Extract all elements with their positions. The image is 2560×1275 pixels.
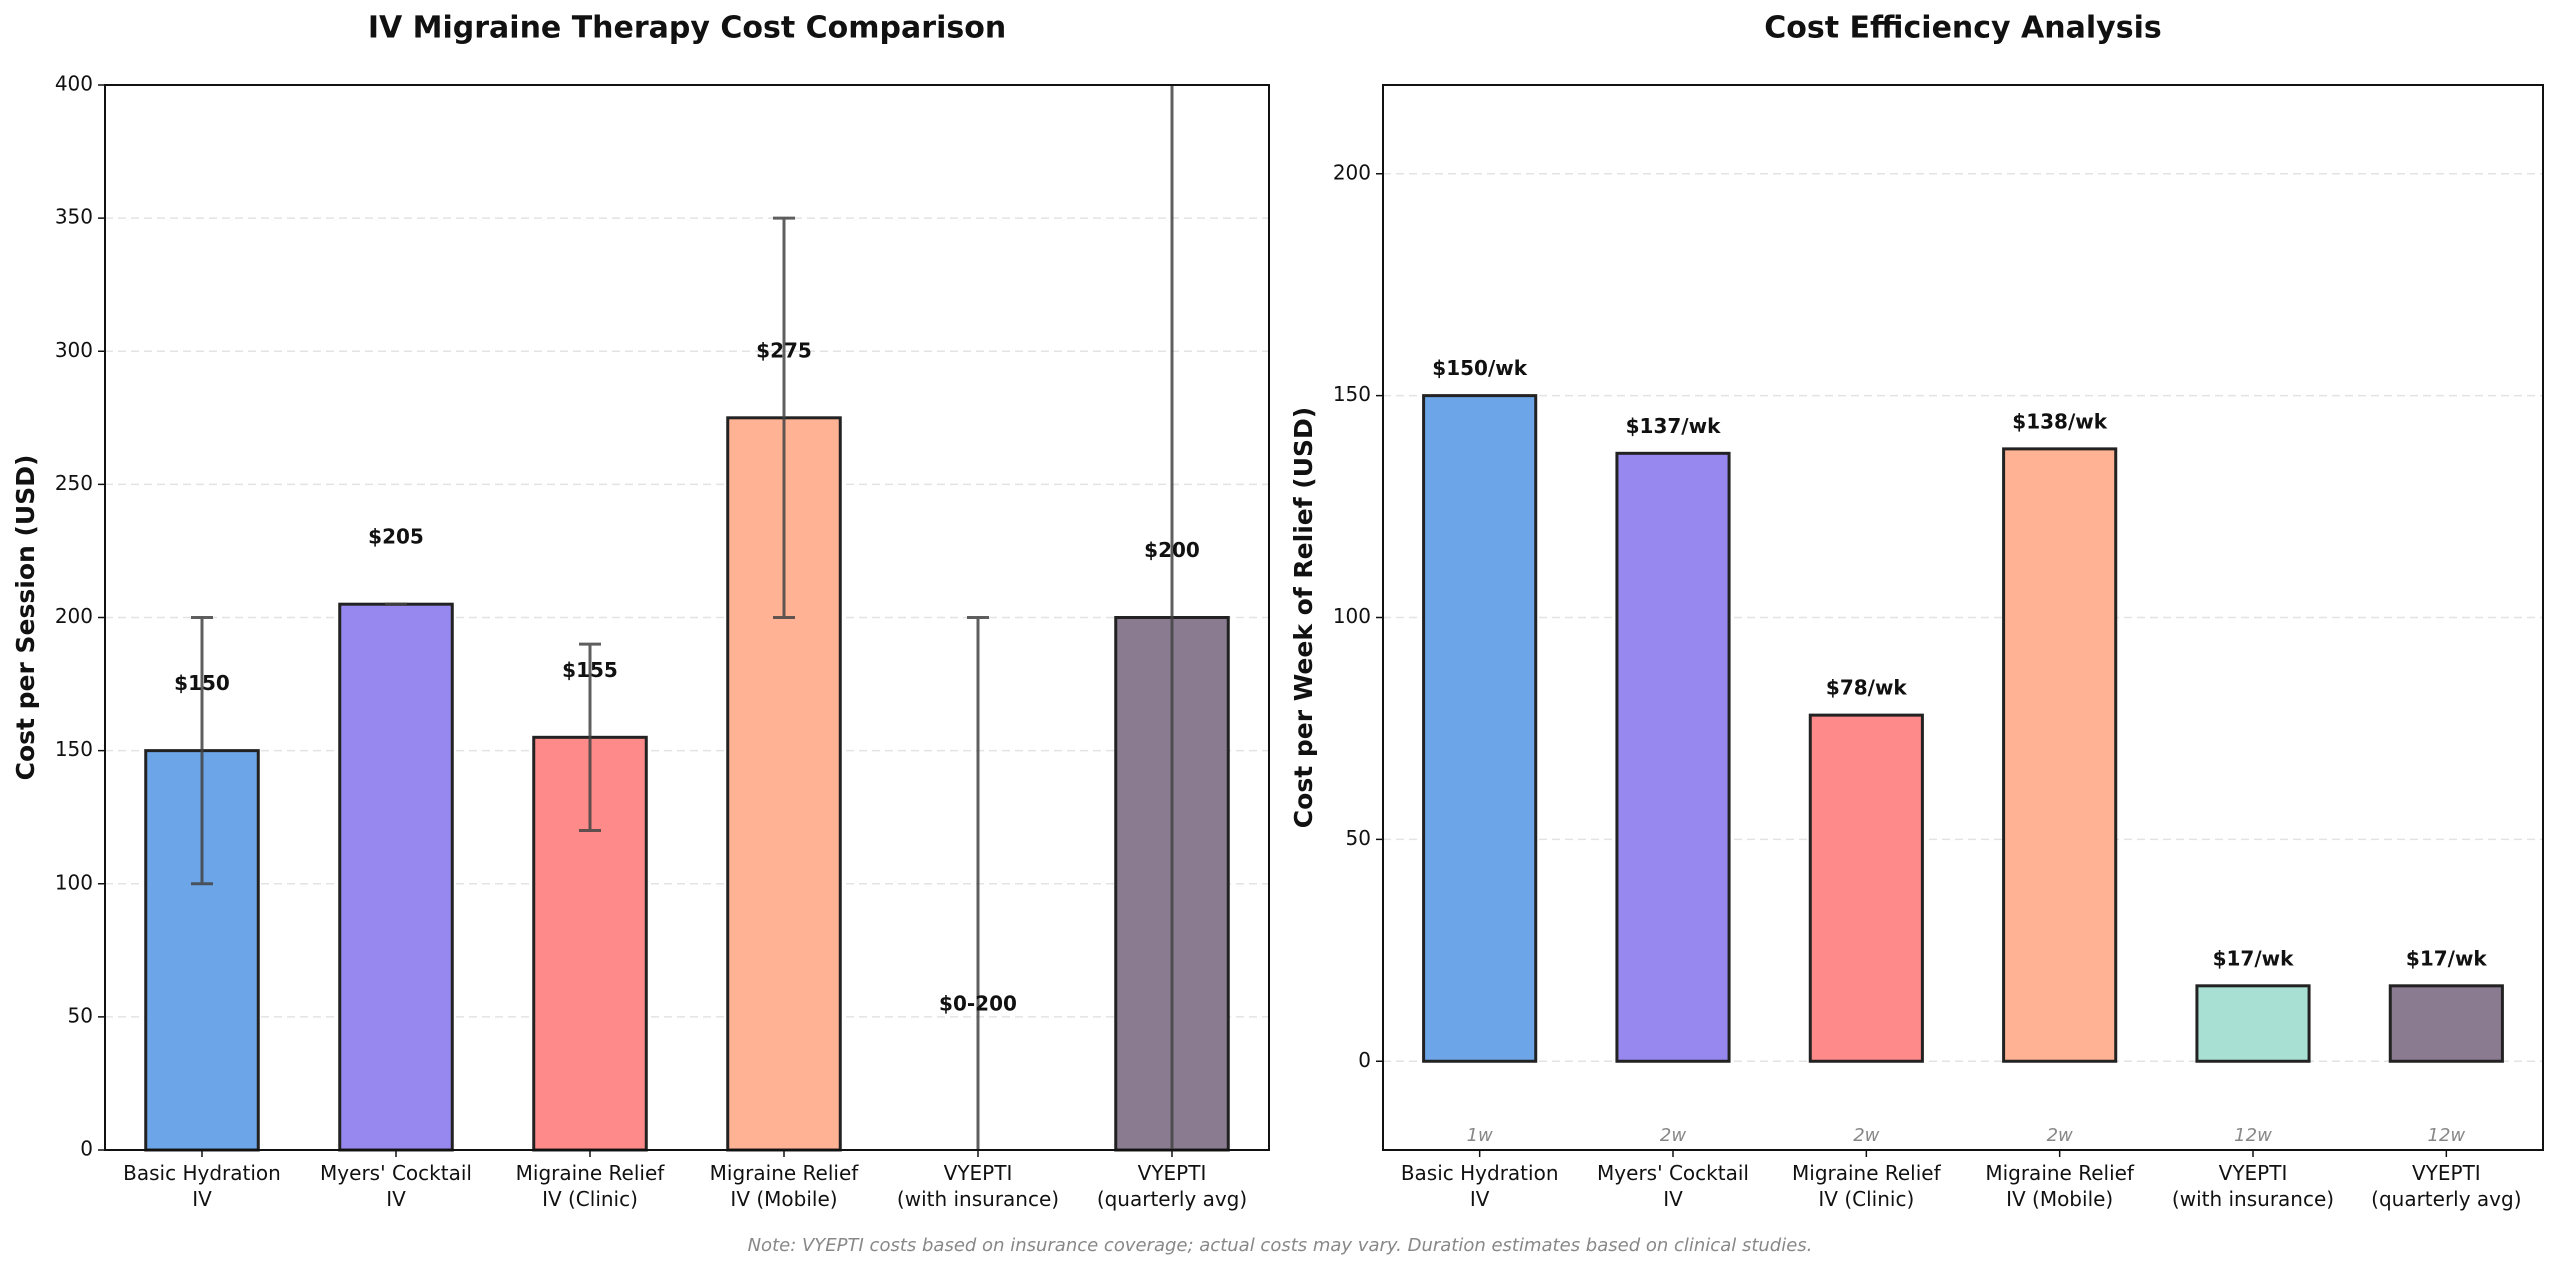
value-label: $78/wk: [1826, 676, 1908, 700]
y-tick-label: 50: [68, 1003, 93, 1027]
x-tick-label: Migraine Relief IV (Clinic): [516, 1161, 666, 1211]
y-tick-label: 250: [55, 471, 93, 495]
x-tick-label: VYEPTI (quarterly avg): [1097, 1161, 1247, 1211]
y-tick-label: 50: [1346, 826, 1371, 850]
y-tick-label: 150: [55, 737, 93, 761]
bar: [1615, 451, 1731, 1063]
error-bar: [191, 616, 213, 886]
value-label: $138/wk: [2012, 409, 2107, 433]
axes-frame: [104, 84, 1270, 1151]
error-bar: [579, 642, 601, 832]
chart-title: IV Migraine Therapy Cost Comparison: [368, 11, 1006, 46]
value-label: $205: [368, 525, 424, 549]
duration-label: 2w: [2047, 1125, 2073, 1146]
error-bar: [967, 616, 989, 1150]
bar: [2002, 447, 2118, 1063]
x-tick-label: Migraine Relief IV (Mobile): [1985, 1161, 2135, 1211]
bar: [2195, 984, 2311, 1063]
footnote: Note: VYEPTI costs based on insurance co…: [748, 1235, 1813, 1256]
x-tick-label: Migraine Relief IV (Clinic): [1792, 1161, 1942, 1211]
y-axis-label: Cost per Week of Relief (USD): [1289, 407, 1318, 828]
value-label: $137/wk: [1626, 414, 1721, 438]
x-tick-label: Myers' Cocktail IV: [320, 1161, 472, 1211]
value-label: $0-200: [939, 992, 1017, 1016]
duration-label: 12w: [2234, 1125, 2272, 1146]
value-label: $150: [174, 671, 230, 695]
y-tick-label: 0: [80, 1137, 93, 1161]
value-label: $200: [1144, 538, 1200, 562]
y-tick-label: 150: [1333, 382, 1371, 406]
value-label: $17/wk: [2213, 946, 2295, 970]
x-tick-label: Myers' Cocktail IV: [1597, 1161, 1749, 1211]
duration-label: 2w: [1853, 1125, 1879, 1146]
y-tick-label: 400: [55, 72, 93, 96]
y-tick-label: 200: [55, 604, 93, 628]
error-bar: [773, 216, 795, 619]
value-label: $155: [562, 658, 618, 682]
bar: [1808, 713, 1924, 1063]
bar: [1422, 394, 1538, 1063]
x-tick-label: Migraine Relief IV (Mobile): [710, 1161, 860, 1211]
value-label: $150/wk: [1432, 356, 1527, 380]
bar: [338, 602, 454, 1152]
x-tick-label: Basic Hydration IV: [123, 1161, 281, 1211]
duration-label: 12w: [2428, 1125, 2466, 1146]
axes-frame: [1382, 84, 2544, 1151]
x-tick-label: Basic Hydration IV: [1401, 1161, 1559, 1211]
y-tick-label: 300: [55, 338, 93, 362]
y-axis-label: Cost per Session (USD): [11, 455, 40, 781]
y-tick-label: 100: [55, 870, 93, 894]
y-tick-label: 100: [1333, 604, 1371, 628]
x-tick-label: VYEPTI (quarterly avg): [2371, 1161, 2521, 1211]
x-tick-label: VYEPTI (with insurance): [897, 1161, 1059, 1211]
x-tick-label: VYEPTI (with insurance): [2172, 1161, 2334, 1211]
value-label: $275: [756, 338, 812, 362]
value-label: $17/wk: [2406, 946, 2488, 970]
chart-title: Cost Efficiency Analysis: [1764, 11, 2161, 46]
y-tick-label: 350: [55, 205, 93, 229]
bar: [2388, 984, 2504, 1063]
y-tick-label: 200: [1333, 160, 1371, 184]
y-tick-label: 0: [1358, 1048, 1371, 1072]
duration-label: 1w: [1467, 1125, 1493, 1146]
duration-label: 2w: [1660, 1125, 1686, 1146]
